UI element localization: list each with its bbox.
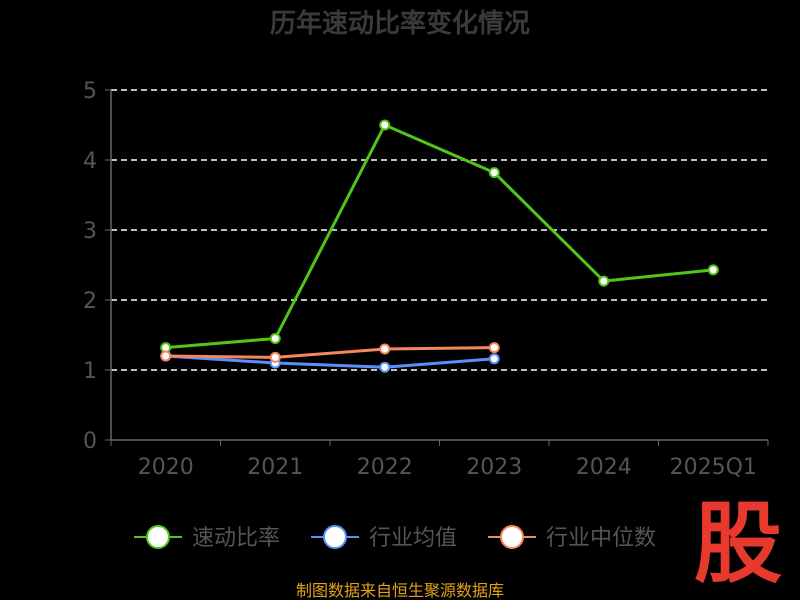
y-tick-label: 4 (83, 149, 97, 174)
x-tick-label: 2021 (247, 455, 303, 480)
series-lines (160, 119, 719, 373)
data-point (488, 342, 500, 354)
data-point (160, 350, 172, 362)
legend-marker (146, 525, 170, 549)
series-line-0 (165, 123, 714, 350)
data-point (488, 167, 500, 179)
x-tick-label: 2022 (357, 455, 413, 480)
grid-lines (111, 89, 768, 371)
data-point (379, 119, 391, 131)
legend-label: 行业均值 (369, 526, 457, 551)
x-tick-label: 2024 (576, 455, 632, 480)
axes: 0 1 2 3 4 5 2020 2021 2022 2023 2024 2025Q1 (83, 79, 769, 480)
data-point (707, 264, 719, 276)
data-point (269, 351, 281, 363)
data-point (269, 333, 281, 344)
legend-marker (500, 525, 524, 549)
chart-title: 历年速动比率变化情况 (270, 8, 530, 39)
data-source-note: 制图数据来自恒生聚源数据库 (296, 581, 504, 600)
y-tick-label: 0 (83, 429, 97, 454)
legend-label: 速动比率 (192, 526, 280, 551)
y-tick-label: 1 (83, 359, 97, 384)
data-point (379, 361, 391, 373)
x-tick-label: 2023 (466, 455, 522, 480)
series-line-1 (165, 354, 495, 369)
x-tick-label: 2025Q1 (670, 455, 757, 480)
y-tick-label: 3 (83, 219, 97, 244)
series-line-2 (165, 346, 495, 359)
brand-watermark: 股 (694, 492, 782, 595)
legend: 速动比率 行业均值 行业中位数 (134, 525, 656, 551)
y-tick-label: 5 (83, 79, 97, 104)
y-tick-label: 2 (83, 289, 97, 314)
legend-marker (323, 525, 347, 549)
legend-label: 行业中位数 (546, 526, 656, 551)
data-point (379, 343, 391, 355)
data-point (488, 353, 500, 365)
x-tick-label: 2020 (138, 455, 194, 480)
data-point (598, 275, 610, 287)
